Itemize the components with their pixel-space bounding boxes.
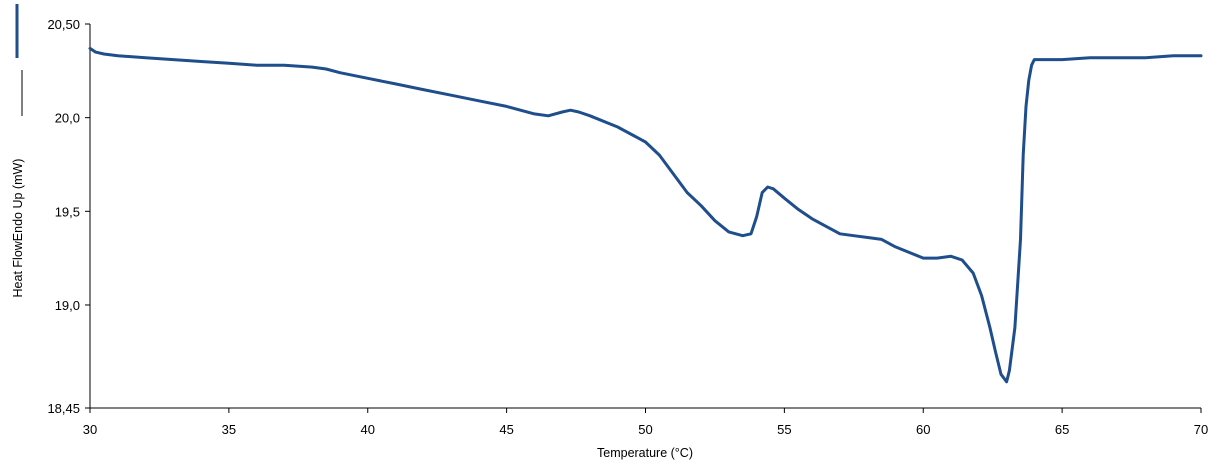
x-tick-label: 45 [499, 422, 513, 437]
x-tick-label: 55 [777, 422, 791, 437]
y-tick-label: 20,0 [55, 111, 80, 126]
y-tick-label: 19,5 [55, 204, 80, 219]
y-axis-title: Heat FlowEndo Up (mW) [11, 159, 25, 298]
x-tick-label: 65 [1055, 422, 1069, 437]
x-tick-label: 30 [83, 422, 97, 437]
y-tick-label: 20,50 [47, 17, 80, 32]
tick-group: 30 35 40 45 50 55 60 65 70 20,50 20,0 19,5 19,0 18,45 [47, 17, 1208, 437]
x-tick-label: 40 [361, 422, 375, 437]
y-tick-label: 18,45 [47, 401, 80, 416]
x-axis-title: Temperature (°C) [597, 446, 693, 460]
x-tick-label: 50 [638, 422, 652, 437]
x-tick-label: 35 [222, 422, 236, 437]
heat-flow-series-line [88, 46, 1203, 384]
x-tick-label: 60 [916, 422, 930, 437]
y-axis-title-group: Heat FlowEndo Up (mW) [11, 159, 25, 298]
y-tick-label: 19,0 [55, 298, 80, 313]
x-tick-label: 70 [1194, 422, 1208, 437]
